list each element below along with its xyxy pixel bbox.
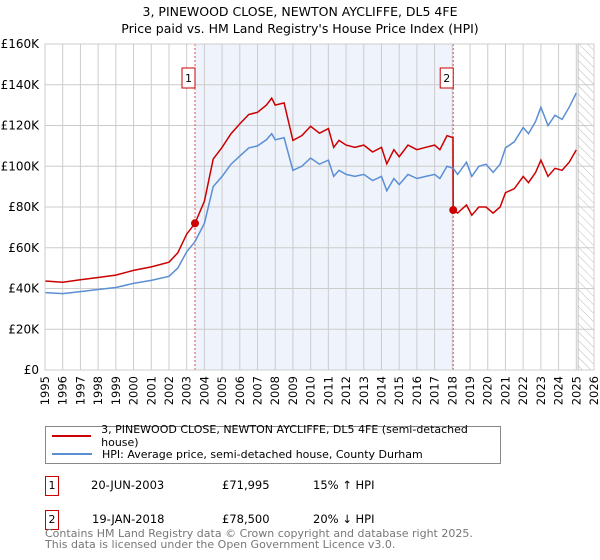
x-tick-label: 2014: [374, 376, 388, 405]
chart-title: 3, PINEWOOD CLOSE, NEWTON AYCLIFFE, DL5 …: [142, 4, 458, 19]
x-tick-label: 2003: [180, 376, 194, 405]
plot-frame: [44, 43, 595, 371]
legend: 3, PINEWOOD CLOSE, NEWTON AYCLIFFE, DL5 …: [45, 423, 501, 464]
x-tick-label: 2001: [144, 376, 158, 405]
x-tick-label: 2013: [357, 376, 371, 405]
x-tick-label: 1998: [91, 376, 105, 405]
legend-item-hpi: HPI: Average price, semi-detached house,…: [52, 446, 423, 462]
chart-subtitle: Price paid vs. HM Land Registry's House …: [121, 21, 479, 36]
footer-licence: This data is licensed under the Open Gov…: [45, 538, 396, 551]
x-tick-label: 2008: [268, 376, 282, 405]
x-tick-label: 2009: [286, 376, 300, 405]
x-tick-label: 2007: [251, 376, 265, 405]
y-tick-label: £0: [24, 363, 39, 377]
y-tick-label: £120K: [1, 119, 41, 133]
footer: Contains HM Land Registry data © Crown c…: [45, 528, 473, 550]
x-tick-label: 2002: [162, 376, 176, 405]
x-tick-label: 2012: [339, 376, 353, 405]
x-tick-label: 2010: [304, 376, 318, 405]
y-tick-label: £80K: [8, 200, 40, 214]
legend-blue-line: [52, 453, 92, 455]
sale-label: 2: [443, 72, 450, 85]
x-tick-label: 2025: [569, 376, 583, 405]
legend-label: 3, PINEWOOD CLOSE, NEWTON AYCLIFFE, DL5 …: [101, 423, 468, 449]
y-tick-label: £60K: [8, 241, 40, 255]
x-tick-label: 1999: [109, 376, 123, 405]
x-tick-label: 1997: [73, 376, 87, 405]
sale-point: [191, 219, 200, 228]
price-chart: 1995 1996 1997 1998 1999 2000 2001 2002 2003 2004…: [1, 37, 600, 405]
x-tick-label: 2005: [215, 376, 229, 405]
sale-hpi-diff: 15% ↑ HPI: [313, 478, 375, 492]
hpi-line: [44, 92, 577, 295]
legend-red-line: [52, 435, 92, 437]
x-tick-label: 2015: [392, 376, 406, 405]
x-tick-label: 2022: [516, 376, 530, 405]
x-tick-label: 2026: [587, 376, 600, 405]
sale-label-box: [181, 67, 196, 89]
y-tick-label: £140K: [1, 78, 41, 92]
x-tick-label: 2021: [498, 376, 512, 405]
x-tick-label: 1996: [56, 376, 70, 405]
sale-label-box: [439, 67, 454, 89]
x-tick-label: 1995: [38, 376, 52, 405]
sale-price: £78,500: [222, 512, 270, 526]
x-tick-label: 2024: [552, 376, 566, 405]
x-tick-label: 2020: [481, 376, 495, 405]
x-tick-label: 2017: [428, 376, 442, 405]
sale-price: £71,995: [222, 478, 270, 492]
x-tick-label: 2011: [321, 376, 335, 405]
x-tick-label: 2000: [127, 376, 141, 405]
x-tick-label: 2004: [197, 376, 211, 405]
y-tick-label: £20K: [8, 322, 40, 336]
x-tick-label: 2018: [445, 376, 459, 405]
x-tick-label: 2023: [534, 376, 548, 405]
y-tick-label: £100K: [1, 159, 41, 173]
y-tick-label: £40K: [8, 282, 40, 296]
x-tick-label: 2016: [410, 376, 424, 405]
sale-number-badge: 1: [45, 476, 59, 496]
sale-point: [449, 206, 458, 215]
sale-label: 1: [185, 72, 192, 85]
x-tick-label: 2006: [233, 376, 247, 405]
legend-item-property: 3, PINEWOOD CLOSE, NEWTON AYCLIFFE, DL5 …: [52, 423, 500, 449]
x-tick-label: 2019: [463, 376, 477, 405]
legend-label: HPI: Average price, semi-detached house,…: [102, 447, 423, 461]
footer-copyright: Contains HM Land Registry data © Crown c…: [45, 527, 473, 540]
sale-date: 19-JAN-2018: [92, 512, 165, 526]
y-tick-label: £160K: [1, 37, 41, 51]
sale-number-badge: 2: [45, 510, 59, 530]
price-paid-line: [44, 96, 577, 283]
sale-hpi-diff: 20% ↓ HPI: [313, 512, 375, 526]
sale-date: 20-JUN-2003: [91, 478, 165, 492]
